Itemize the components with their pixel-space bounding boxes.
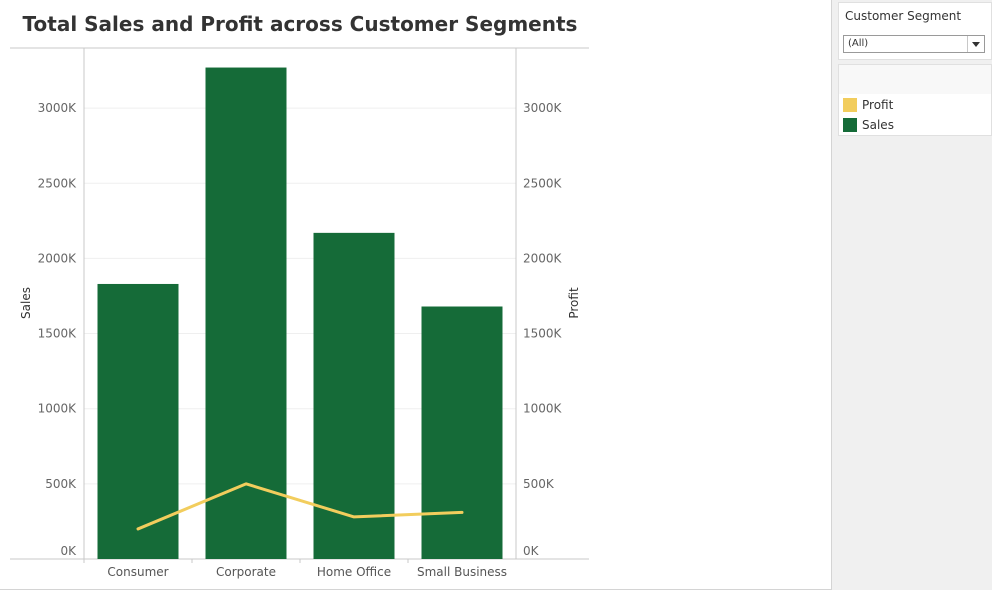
y-tick-label: 1000K <box>38 402 78 416</box>
bar-sales <box>421 306 503 559</box>
bar-sales <box>97 283 179 559</box>
y2-tick-label: 2000K <box>523 251 563 265</box>
legend-swatch-profit <box>843 98 857 112</box>
y2-tick-label: 2500K <box>523 176 563 190</box>
x-tick-label: Home Office <box>317 565 391 579</box>
customer-segment-filter: Customer Segment (All) <box>838 2 992 60</box>
y-tick-label: 2500K <box>38 176 78 190</box>
filter-title: Customer Segment <box>845 9 962 23</box>
y-tick-label: 0K <box>60 544 77 558</box>
y2-tick-label: 0K <box>523 544 540 558</box>
y-tick-label: 500K <box>45 477 77 491</box>
chart-svg: 0K 0K 500K 500K 1000K 1000K 1500K 1500K 2000K 200… <box>10 47 589 579</box>
segment-dropdown[interactable]: (All) <box>843 35 985 53</box>
legend-label-sales: Sales <box>862 118 894 132</box>
bar-sales <box>205 67 287 559</box>
legend-item-profit[interactable]: Profit <box>843 97 893 113</box>
y-axis-title: Sales <box>19 287 33 319</box>
x-tick-label: Small Business <box>417 565 507 579</box>
bar-sales <box>313 232 395 560</box>
line-profit <box>136 482 464 531</box>
chart-title: Total Sales and Profit across Customer S… <box>22 12 578 36</box>
y2-tick-label: 1500K <box>523 327 563 341</box>
y2-tick-label: 3000K <box>523 101 563 115</box>
legend-item-sales[interactable]: Sales <box>843 117 894 133</box>
y2-tick-label: 500K <box>523 477 555 491</box>
y-tick-label: 3000K <box>38 101 78 115</box>
segment-dropdown-value: (All) <box>848 38 869 49</box>
legend: Profit Sales <box>838 64 992 136</box>
legend-header <box>839 65 991 94</box>
y-tick-label: 1500K <box>38 327 78 341</box>
legend-swatch-sales <box>843 118 857 132</box>
legend-label-profit: Profit <box>862 98 894 112</box>
y-tick-label: 2000K <box>38 251 78 265</box>
x-tick-label: Corporate <box>216 565 276 579</box>
dropdown-arrow-icon[interactable] <box>967 36 984 52</box>
y2-tick-label: 1000K <box>523 402 563 416</box>
y2-axis-title: Profit <box>567 287 581 319</box>
x-tick-label: Consumer <box>107 565 168 579</box>
